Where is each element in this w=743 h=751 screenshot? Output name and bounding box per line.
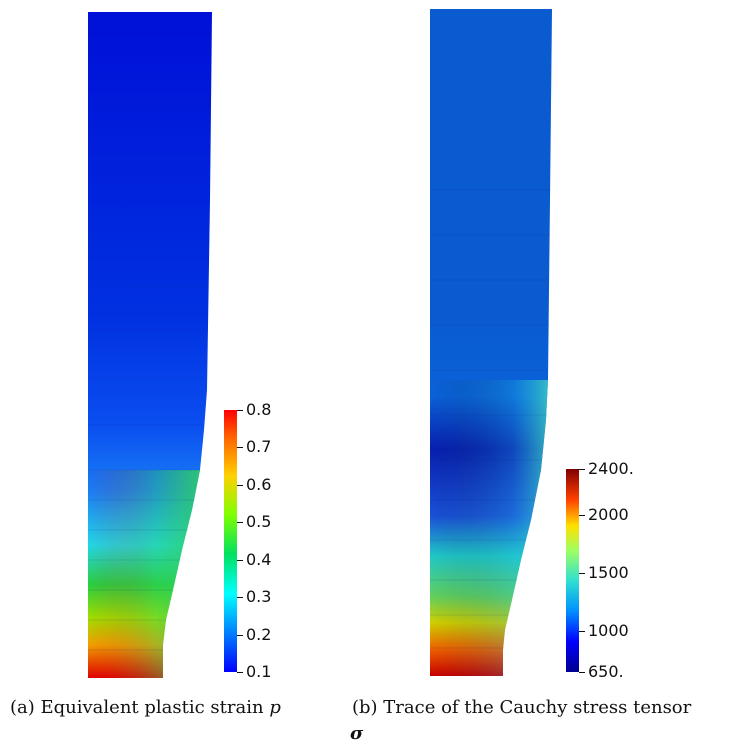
caption-a-text: (a) Equivalent plastic strain (10, 697, 264, 718)
colorbar-tick-mark (579, 515, 585, 516)
caption-b-symbol: σ (350, 723, 364, 744)
colorbar-b (566, 469, 579, 672)
caption-b-text: (b) Trace of the Cauchy stress tensor (352, 697, 692, 718)
caption-b: (b) Trace of the Cauchy stress tensor (352, 696, 691, 720)
caption-b-line2: σ (350, 722, 363, 746)
colorbar-tick-mark (237, 485, 243, 486)
colorbar-tick-label: 1500 (588, 563, 629, 582)
colorbar-tick-mark (237, 522, 243, 523)
specimen-b-overlay (430, 380, 548, 676)
colorbar-tick-mark (237, 410, 243, 411)
colorbar-tick-mark (579, 631, 585, 632)
colorbar-tick-label: 0.1 (246, 662, 272, 681)
colorbar-tick-label: 0.3 (246, 587, 272, 606)
colorbar-tick-label: 0.4 (246, 550, 272, 569)
colorbar-tick-mark (237, 447, 243, 448)
specimen-a-overlay (88, 470, 200, 678)
colorbar-tick-mark (579, 469, 585, 470)
colorbar-tick-label: 0.7 (246, 437, 272, 456)
colorbar-tick-mark (579, 672, 585, 673)
colorbar-tick-label: 2000 (588, 505, 629, 524)
colorbar-tick-label: 0.5 (246, 512, 272, 531)
colorbar-tick-label: 0.8 (246, 400, 272, 419)
colorbar-tick-label: 1000 (588, 621, 629, 640)
colorbar-tick-mark (237, 597, 243, 598)
colorbar-tick-mark (237, 672, 243, 673)
colorbar-tick-label: 0.2 (246, 625, 272, 644)
caption-a-symbol: p (269, 697, 281, 718)
colorbar-tick-mark (579, 573, 585, 574)
colorbar-tick-label: 650. (588, 662, 624, 681)
colorbar-tick-label: 0.6 (246, 475, 272, 494)
colorbar-tick-label: 2400. (588, 459, 634, 478)
colorbar-a (224, 410, 237, 672)
colorbar-tick-mark (237, 560, 243, 561)
colorbar-tick-mark (237, 635, 243, 636)
caption-a: (a) Equivalent plastic strain p (10, 696, 281, 720)
